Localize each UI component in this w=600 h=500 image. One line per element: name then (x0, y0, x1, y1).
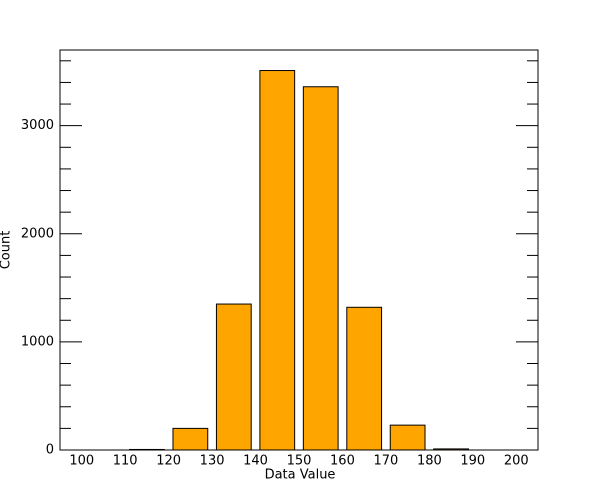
x-tick-label: 140 (243, 454, 268, 469)
bar (215, 303, 252, 451)
y-tick-label: 3000 (21, 118, 54, 133)
x-tick-label: 180 (417, 454, 442, 469)
x-tick-label: 160 (330, 454, 355, 469)
y-tick-label: 2000 (21, 226, 54, 241)
x-tick-label: 200 (504, 454, 529, 469)
x-tick-label: 120 (156, 454, 181, 469)
bar (389, 424, 426, 451)
x-tick-label: 130 (200, 454, 225, 469)
bar (302, 86, 339, 451)
x-tick-label: 170 (373, 454, 398, 469)
x-tick-label: 100 (69, 454, 94, 469)
y-tick-label: 0 (46, 443, 54, 458)
x-tick-label: 190 (460, 454, 485, 469)
x-tick-label: 110 (113, 454, 138, 469)
y-tick-label: 1000 (21, 334, 54, 349)
bar (172, 427, 209, 451)
plot-frame (59, 49, 539, 451)
x-axis-label: Data Value (265, 468, 336, 483)
bar (259, 70, 296, 451)
y-axis-label: Count (0, 231, 14, 270)
bar (346, 306, 383, 451)
x-tick-label: 150 (287, 454, 312, 469)
